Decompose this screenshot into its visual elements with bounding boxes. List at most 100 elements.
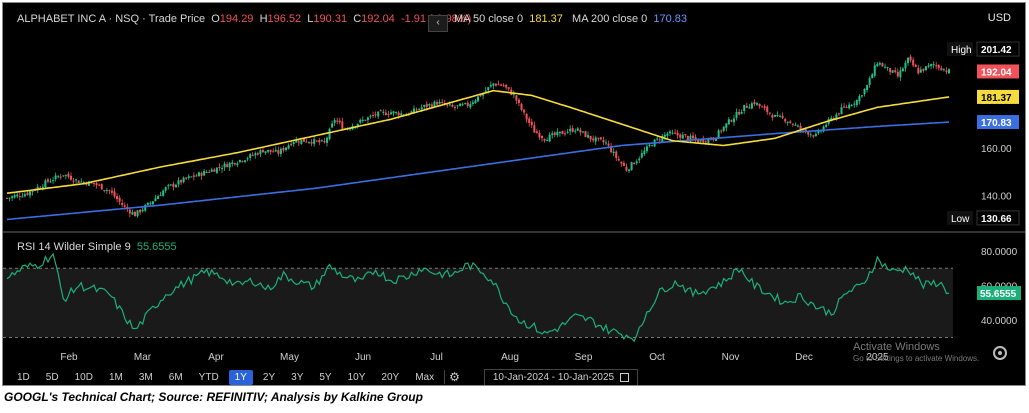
candle-body	[794, 124, 797, 126]
candle-body	[807, 131, 810, 135]
candle-body	[218, 167, 221, 169]
candle-body	[295, 140, 298, 143]
chart-canvas[interactable]: 140.00160.00180.00200.0040.000060.000080…	[3, 3, 1025, 385]
candle-body	[141, 209, 144, 212]
candle-body	[860, 95, 863, 97]
candle-body	[735, 111, 738, 118]
candle-body	[666, 133, 669, 136]
candle-body	[528, 118, 531, 123]
timeframe-2y[interactable]: 2Y	[262, 371, 276, 383]
candle-body	[940, 68, 943, 71]
candle-body	[469, 104, 472, 108]
candle-body	[722, 126, 725, 131]
candle-body	[945, 70, 948, 72]
candle-body	[177, 180, 180, 185]
timeframe-1d[interactable]: 1D	[17, 371, 30, 383]
timeframe-20y[interactable]: 20Y	[381, 371, 400, 383]
candle-body	[753, 102, 756, 105]
timeframe-1m[interactable]: 1M	[108, 371, 123, 383]
candle-body	[131, 212, 134, 215]
candle-body	[100, 183, 103, 190]
candle-body	[228, 163, 231, 168]
timeframe-ytd[interactable]: YTD	[198, 371, 219, 383]
rsi-tick-label: 40.0000	[981, 316, 1018, 327]
candle-body	[341, 121, 344, 129]
candle-body	[561, 131, 564, 135]
candle-body	[159, 195, 162, 197]
candle-body	[6, 197, 8, 199]
candle-body	[630, 162, 633, 171]
timeframe-3m[interactable]: 3M	[138, 371, 153, 383]
timeframe-settings-icon[interactable]: ⚙	[449, 370, 460, 384]
timeframe-6m[interactable]: 6M	[168, 371, 183, 383]
candle-body	[379, 110, 382, 112]
candle-body	[912, 59, 915, 66]
candle-body	[244, 160, 247, 162]
timeframe-10y[interactable]: 10Y	[347, 371, 366, 383]
collapse-legend-button[interactable]: ‹	[428, 15, 448, 32]
candle-body	[684, 134, 687, 136]
candle-body	[489, 84, 492, 87]
rsi-tick-label: 80.0000	[981, 247, 1018, 258]
candle-body	[290, 143, 293, 146]
candle-body	[256, 153, 259, 155]
candle-body	[23, 194, 26, 197]
x-tick-label: Jun	[355, 352, 371, 363]
timeframe-3y[interactable]: 3Y	[291, 371, 304, 383]
candle-body	[274, 149, 277, 152]
price-tick-label: 160.00	[981, 144, 1012, 155]
candle-body	[837, 113, 840, 115]
price-tag-box	[976, 41, 1020, 57]
candle-body	[410, 111, 413, 114]
price-tag-box	[976, 210, 1020, 226]
candle-body	[46, 179, 49, 182]
candle-body	[694, 137, 697, 140]
candle-body	[835, 114, 838, 120]
candle-body	[451, 105, 454, 107]
price-tag-box	[977, 89, 1019, 104]
candle-body	[484, 90, 487, 92]
candle-body	[538, 132, 541, 138]
candle-body	[556, 131, 559, 136]
date-range-picker[interactable]: 10-Jan-2024 - 10-Jan-2025	[483, 368, 639, 385]
timeframe-1y[interactable]: 1Y	[228, 369, 253, 385]
price-tag-value: 192.04	[981, 67, 1012, 78]
candle-body	[461, 104, 464, 106]
candle-body	[39, 187, 42, 189]
candle-body	[80, 181, 83, 183]
candle-body	[622, 162, 625, 166]
timeframe-5d[interactable]: 5D	[45, 371, 59, 383]
candle-body	[57, 176, 60, 178]
x-tick-label: Mar	[134, 352, 152, 363]
timeframe-5y[interactable]: 5Y	[319, 371, 332, 383]
candle-body	[930, 64, 933, 67]
timeframe-10d[interactable]: 10D	[74, 371, 93, 383]
candle-body	[597, 137, 600, 139]
candle-body	[809, 134, 812, 136]
candle-body	[689, 135, 692, 140]
candle-body	[285, 147, 288, 151]
price-tag-label-box	[947, 42, 973, 57]
candle-body	[858, 96, 861, 102]
timeframe-max[interactable]: Max	[415, 371, 435, 383]
activate-windows-watermark: Activate Windows Go to Settings to activ…	[853, 341, 979, 365]
currency-label[interactable]: USD	[987, 12, 1011, 24]
candle-body	[702, 138, 705, 143]
candle-body	[553, 132, 556, 135]
candle-body	[574, 130, 577, 132]
candle-body	[231, 162, 234, 165]
calendar-icon	[620, 372, 630, 382]
candle-body	[692, 135, 695, 139]
candle-body	[635, 161, 638, 164]
candle-body	[459, 103, 462, 107]
candle-body	[36, 186, 39, 191]
candle-body	[745, 105, 748, 108]
x-tick-label: Apr	[208, 352, 224, 363]
candle-body	[507, 87, 510, 89]
candle-body	[29, 191, 32, 196]
candle-body	[261, 150, 264, 153]
x-tick-label: Nov	[722, 352, 740, 363]
candle-body	[730, 120, 733, 122]
candle-body	[477, 96, 479, 102]
settings-gear-icon[interactable]	[993, 346, 1007, 360]
